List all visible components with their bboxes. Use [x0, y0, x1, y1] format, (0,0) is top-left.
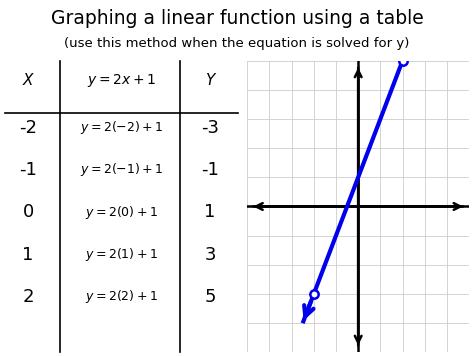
Text: Graphing a linear function using a table: Graphing a linear function using a table [51, 9, 423, 28]
Text: -2: -2 [19, 119, 37, 137]
Text: Y: Y [205, 73, 215, 88]
Text: 5: 5 [204, 288, 216, 306]
Text: $y=2(-2)+1$: $y=2(-2)+1$ [80, 119, 163, 136]
Text: -1: -1 [201, 161, 219, 179]
Text: 3: 3 [204, 246, 216, 264]
Text: $y=2(2)+1$: $y=2(2)+1$ [85, 288, 158, 305]
Text: 1: 1 [204, 203, 216, 221]
Text: $y=2(1)+1$: $y=2(1)+1$ [85, 246, 158, 263]
Text: 2: 2 [22, 288, 34, 306]
Text: $y = 2x + 1$: $y = 2x + 1$ [87, 73, 156, 89]
Text: X: X [23, 73, 33, 88]
Text: $y=2(0)+1$: $y=2(0)+1$ [85, 204, 158, 221]
Text: -1: -1 [19, 161, 37, 179]
Text: -3: -3 [201, 119, 219, 137]
Text: $y=2(-1)+1$: $y=2(-1)+1$ [80, 162, 163, 178]
Text: 1: 1 [22, 246, 34, 264]
Text: (use this method when the equation is solved for y): (use this method when the equation is so… [64, 37, 410, 51]
Text: 0: 0 [22, 203, 34, 221]
